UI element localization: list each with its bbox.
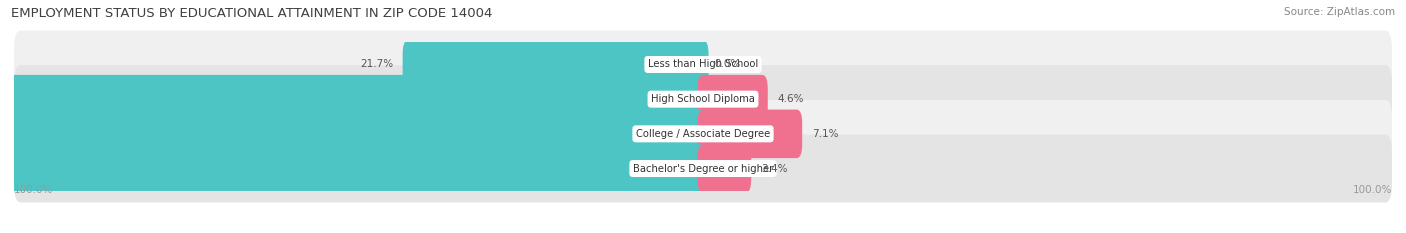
FancyBboxPatch shape: [697, 144, 751, 193]
Text: High School Diploma: High School Diploma: [651, 94, 755, 104]
FancyBboxPatch shape: [0, 110, 709, 158]
FancyBboxPatch shape: [402, 40, 709, 89]
Text: 4.6%: 4.6%: [778, 94, 804, 104]
Text: 100.0%: 100.0%: [1353, 185, 1392, 195]
FancyBboxPatch shape: [14, 134, 1392, 202]
Text: College / Associate Degree: College / Associate Degree: [636, 129, 770, 139]
Text: 0.0%: 0.0%: [714, 59, 741, 69]
FancyBboxPatch shape: [14, 65, 1392, 133]
Text: EMPLOYMENT STATUS BY EDUCATIONAL ATTAINMENT IN ZIP CODE 14004: EMPLOYMENT STATUS BY EDUCATIONAL ATTAINM…: [11, 7, 492, 20]
FancyBboxPatch shape: [697, 75, 768, 123]
Text: 7.1%: 7.1%: [811, 129, 838, 139]
Text: Less than High School: Less than High School: [648, 59, 758, 69]
Text: 3.4%: 3.4%: [761, 164, 787, 174]
FancyBboxPatch shape: [697, 110, 803, 158]
FancyBboxPatch shape: [14, 100, 1392, 168]
Text: Bachelor's Degree or higher: Bachelor's Degree or higher: [633, 164, 773, 174]
FancyBboxPatch shape: [14, 31, 1392, 99]
Text: Source: ZipAtlas.com: Source: ZipAtlas.com: [1284, 7, 1395, 17]
Text: 100.0%: 100.0%: [14, 185, 53, 195]
FancyBboxPatch shape: [0, 75, 709, 123]
Text: 21.7%: 21.7%: [360, 59, 394, 69]
FancyBboxPatch shape: [0, 144, 709, 193]
